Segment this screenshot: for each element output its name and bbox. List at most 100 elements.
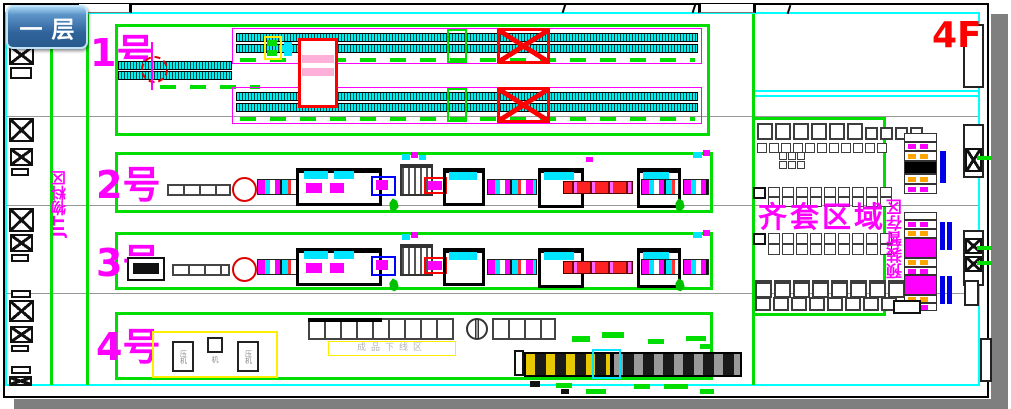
- roller-conveyor: [172, 264, 230, 276]
- assembly-track-yellow: [524, 352, 612, 377]
- tag-chip: [634, 384, 650, 389]
- lift-shaft: [963, 24, 984, 88]
- station-strip: [257, 259, 299, 275]
- status-chip: [449, 172, 477, 180]
- marker-line: [151, 42, 153, 90]
- station-strip: [257, 179, 299, 195]
- alarm-cell: [424, 257, 447, 274]
- conveyor: [236, 92, 698, 101]
- status-chip: [402, 234, 410, 240]
- status-chip: [411, 232, 418, 238]
- tag-chip: [700, 344, 712, 349]
- rack-row: [757, 123, 923, 140]
- buffer-block: [904, 275, 937, 295]
- gantry-frame: [637, 248, 681, 288]
- rack-box: [753, 233, 766, 245]
- gridline: [5, 293, 980, 294]
- status-chip: [330, 263, 344, 273]
- station-strip: [641, 259, 679, 275]
- conveyor: [236, 33, 698, 42]
- station-strip: [683, 259, 709, 275]
- door-box: [11, 290, 31, 298]
- door-box: [11, 254, 29, 262]
- press-cell-area: [152, 331, 278, 378]
- agv-marker: [947, 222, 952, 250]
- status-chip: [334, 171, 354, 179]
- tag-chip: [648, 339, 664, 344]
- building-wall-outline: [5, 12, 980, 386]
- tag-chip: [686, 336, 706, 341]
- buffer-shelf: [904, 142, 937, 151]
- buffer-block: [904, 161, 937, 174]
- buffer-block: [904, 238, 937, 258]
- rack-box: [753, 187, 766, 199]
- agv-marker: [940, 151, 946, 183]
- rack-row: [757, 143, 887, 153]
- status-chip: [411, 152, 418, 158]
- lifter-deck: [302, 55, 334, 63]
- scanner-gate: [592, 349, 621, 379]
- door-box: [10, 67, 32, 79]
- status-chip: [544, 252, 574, 260]
- buffer-shelf: [904, 151, 937, 161]
- blocked-station-icon: [497, 87, 550, 123]
- lift-shaft: [964, 280, 979, 306]
- station-strip: [487, 179, 537, 195]
- lift-link: [977, 156, 991, 160]
- conveyor: [118, 61, 232, 70]
- buffer-shelf: [904, 133, 937, 142]
- zone-separator: [50, 14, 53, 385]
- buffer-circle-icon: [141, 56, 168, 83]
- status-chip: [334, 251, 354, 259]
- station-strip: [683, 179, 709, 195]
- reject-lane: [563, 181, 633, 194]
- tag-chip: [664, 384, 688, 389]
- lift-link: [977, 261, 991, 265]
- status-chip: [693, 152, 702, 158]
- status-chip: [402, 154, 410, 160]
- sub-area-label: 成品下线区: [356, 343, 427, 353]
- buffer-shelf: [904, 212, 937, 220]
- press-machine-label: 压机: [244, 349, 253, 364]
- floor-tab-button[interactable]: 一层: [6, 5, 88, 49]
- elevator-icon: [9, 45, 34, 65]
- inspection-cell: [371, 176, 396, 196]
- buffer-base: [893, 300, 921, 314]
- tag-chip: [602, 332, 624, 338]
- reject-lane: [563, 261, 633, 274]
- status-chip: [304, 251, 328, 259]
- conveyor: [236, 44, 698, 53]
- status-chip: [586, 157, 593, 162]
- rotary-table: [466, 318, 488, 340]
- door-box: [11, 168, 29, 176]
- status-chip: [267, 50, 277, 56]
- status-chip: [703, 230, 710, 236]
- drop-shadow-bottom: [14, 399, 1008, 409]
- door-box: [11, 366, 31, 374]
- conveyor: [236, 103, 698, 112]
- alarm-cell: [424, 177, 447, 194]
- elevator-icon: [9, 118, 34, 142]
- tag-chip: [700, 389, 714, 394]
- rack-cluster: [779, 152, 805, 169]
- buffer-shelf: [904, 184, 937, 194]
- status-chip: [693, 232, 702, 238]
- buffer-shelf: [904, 220, 937, 229]
- green-dash-marks: [240, 58, 695, 62]
- buffer-shelf: [904, 229, 937, 238]
- conveyor-guard: [308, 318, 382, 322]
- status-chip: [419, 155, 426, 160]
- lift-link: [977, 246, 991, 250]
- status-chip: [703, 150, 710, 156]
- loader-slot: [133, 263, 159, 274]
- floor-reference-label: 4F: [932, 15, 982, 56]
- elevator-icon: [9, 376, 32, 386]
- line2-label: 2号: [96, 163, 161, 207]
- preassembly-zone-label: 预装暂存区: [886, 199, 905, 279]
- green-dash-marks: [240, 117, 695, 121]
- loader-cell: [264, 36, 282, 60]
- status-chip: [544, 172, 574, 180]
- status-chip: [376, 180, 388, 190]
- gantry-frame: [443, 248, 485, 286]
